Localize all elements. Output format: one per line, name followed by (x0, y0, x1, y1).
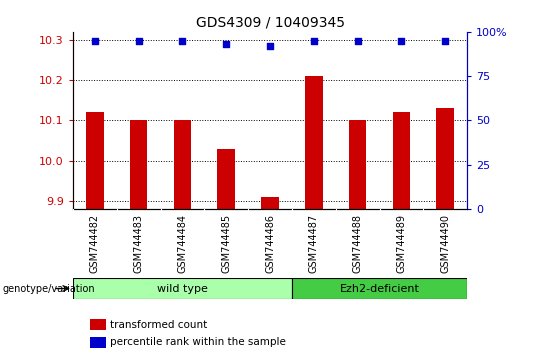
Bar (436, 108, 454, 209)
Text: wild type: wild type (157, 284, 208, 293)
Text: GSM744489: GSM744489 (396, 214, 407, 273)
Bar (218, 149, 235, 209)
Bar (86, 112, 104, 209)
Text: GSM744485: GSM744485 (221, 214, 231, 273)
Bar (73, 278, 292, 299)
Point (266, 43, 274, 49)
Title: GDS4309 / 10409345: GDS4309 / 10409345 (195, 15, 345, 29)
Text: genotype/variation: genotype/variation (3, 284, 96, 293)
Text: GSM744482: GSM744482 (90, 214, 100, 273)
Point (222, 41, 231, 47)
Bar (261, 197, 279, 209)
Text: percentile rank within the sample: percentile rank within the sample (110, 337, 286, 347)
Point (353, 38, 362, 44)
Text: transformed count: transformed count (110, 320, 207, 330)
Point (397, 38, 406, 44)
Point (91, 38, 99, 44)
Bar (292, 278, 467, 299)
Text: GSM744487: GSM744487 (309, 214, 319, 273)
Text: GSM744484: GSM744484 (178, 214, 187, 273)
Bar (305, 76, 322, 209)
Text: GSM744488: GSM744488 (353, 214, 362, 273)
Point (309, 38, 318, 44)
Text: Ezh2-deficient: Ezh2-deficient (340, 284, 420, 293)
Bar (393, 112, 410, 209)
Point (441, 38, 449, 44)
Text: GSM744486: GSM744486 (265, 214, 275, 273)
Bar (130, 120, 147, 209)
Bar (90, 319, 105, 330)
Bar (349, 120, 366, 209)
Point (134, 38, 143, 44)
Bar (90, 337, 105, 348)
Point (178, 38, 187, 44)
Text: GSM744483: GSM744483 (133, 214, 144, 273)
Text: GSM744490: GSM744490 (440, 214, 450, 273)
Bar (174, 120, 191, 209)
